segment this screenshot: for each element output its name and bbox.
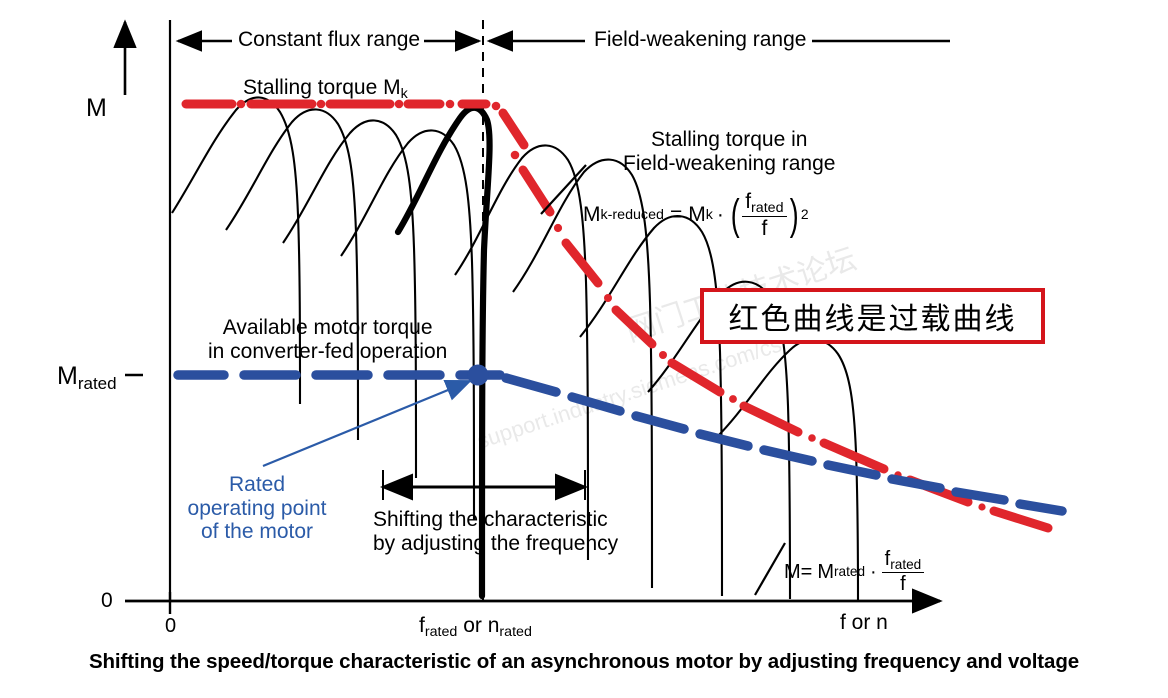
- shifting-line2: by adjusting the frequency: [373, 531, 619, 555]
- shifted-characteristics: [171, 96, 860, 601]
- shifting-line1: Shifting the characteristic: [373, 508, 608, 531]
- m-frac-den: f: [900, 573, 906, 596]
- y-axis-zero-label: 0: [101, 589, 113, 612]
- f-rated-prefix: f: [419, 614, 425, 637]
- available-torque-line1: Available motor torque: [222, 316, 433, 339]
- m-rated-formula-leader-line: [754, 542, 786, 596]
- stalling-torque-subscript: k: [400, 85, 408, 102]
- mk-reduced-equals: =: [669, 203, 683, 227]
- rated-characteristic-curve: [394, 104, 493, 600]
- m-rated-formula-rhs-sub: rated: [834, 564, 865, 580]
- f-rated-subscript: rated: [424, 623, 458, 640]
- m-frac-num-sub: rated: [890, 556, 922, 572]
- shifting-characteristic-label: Shifting the characteristic by adjusting…: [373, 508, 618, 555]
- stalling-torque-curve: [181, 99, 1053, 533]
- available-torque-label: Available motor torque in converter-fed …: [208, 316, 447, 363]
- stalling-fw-leader-line: [540, 164, 587, 215]
- mk-reduced-rhs-sub: k: [705, 207, 713, 224]
- stalling-fw-line2: Field-weakening range: [623, 151, 836, 175]
- m-rated-formula-lhs: M=: [784, 560, 813, 583]
- field-weakening-range-label: Field-weakening range: [594, 28, 807, 51]
- frac-num-main: f: [745, 190, 752, 213]
- rated-point-line3: of the motor: [200, 520, 314, 544]
- x-axis-label: f or n: [840, 611, 888, 634]
- m-frac-num-main: f: [884, 548, 891, 570]
- constant-flux-range-label: Constant flux range: [238, 28, 421, 51]
- close-paren: ): [789, 191, 799, 240]
- rated-operating-point-label: Rated operating point of the motor: [187, 473, 327, 544]
- stalling-torque-label: Stalling torque Mk: [243, 76, 408, 102]
- x-axis-rated-label: frated or nrated: [419, 614, 532, 640]
- figure-caption: Shifting the speed/torque characteristic…: [88, 650, 1080, 673]
- y-axis-top-label: M: [86, 94, 107, 122]
- x-axis-zero-label: 0: [165, 615, 177, 637]
- available-torque-curve: [173, 370, 1067, 516]
- available-torque-line2: in converter-fed operation: [208, 339, 448, 363]
- m-rated-main: M: [57, 362, 78, 390]
- mk-reduced-lhs: M: [583, 203, 601, 227]
- chinese-note-box: 红色曲线是过载曲线: [700, 288, 1045, 344]
- open-paren: (: [730, 191, 740, 240]
- m-rated-formula-dot: ·: [870, 560, 877, 583]
- mk-reduced-dot: ·: [716, 203, 724, 227]
- stalling-fw-label: Stalling torque in Field-weakening range: [623, 128, 835, 175]
- rated-operating-point-marker[interactable]: [467, 364, 489, 386]
- mk-reduced-lhs-sub: k-reduced: [600, 207, 664, 224]
- m-rated-formula-rhs: M: [817, 560, 835, 583]
- frac-num-sub: rated: [751, 199, 784, 216]
- frac-den: f: [761, 216, 768, 240]
- stalling-torque-text: Stalling torque M: [243, 76, 401, 99]
- rated-point-line2: operating point: [187, 496, 327, 520]
- m-rated-subscript: rated: [77, 373, 117, 393]
- y-axis-rated-label: Mrated: [57, 362, 117, 393]
- chinese-note-text: 红色曲线是过载曲线: [728, 302, 1017, 337]
- mk-reduced-exponent: 2: [800, 206, 809, 223]
- rated-point-line1: Rated: [228, 473, 286, 496]
- n-rated-subscript: rated: [499, 623, 532, 640]
- mk-reduced-rhs: M: [688, 203, 706, 227]
- mk-reduced-fraction: frated f: [742, 190, 787, 240]
- m-rated-fraction: frated f: [881, 548, 925, 596]
- stalling-fw-line1: Stalling torque in: [651, 128, 808, 151]
- f-rated-or: or n: [457, 614, 500, 637]
- rated-point-leader-line: [262, 379, 473, 468]
